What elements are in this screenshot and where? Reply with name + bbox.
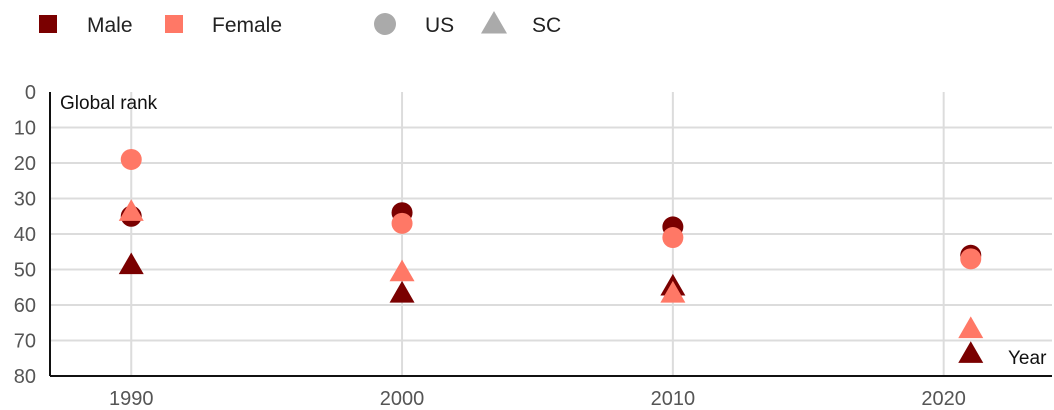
point-male-sc-2000 xyxy=(389,280,415,303)
y-tick-label: 40 xyxy=(14,224,36,246)
legend-label: Female xyxy=(212,14,282,37)
point-female-us-2000 xyxy=(391,212,413,234)
y-axis-title: Global rank xyxy=(60,93,158,114)
y-tick-label: 60 xyxy=(14,295,36,317)
y-tick-label: 10 xyxy=(14,118,36,140)
legend-triangle-icon xyxy=(481,11,507,34)
y-tick-label: 0 xyxy=(25,82,36,104)
point-female-us-1990 xyxy=(120,148,142,170)
gridlines xyxy=(50,92,1052,377)
legend-label: SC xyxy=(532,14,561,37)
axes xyxy=(49,92,1052,377)
legend-swatch-female xyxy=(165,15,183,33)
x-axis-title: Year xyxy=(1008,348,1047,369)
legend-swatch-male xyxy=(39,15,57,33)
x-tick-label: 2010 xyxy=(651,388,696,410)
x-tick-label: 1990 xyxy=(109,388,154,410)
y-tick-label: 80 xyxy=(14,366,36,388)
point-female-us-2010 xyxy=(662,227,684,249)
axis-titles: Global rank Year xyxy=(60,93,1047,369)
point-male-sc-2021 xyxy=(958,341,984,363)
y-tick-label: 70 xyxy=(14,331,36,353)
tick-labels: 0 10 20 30 40 50 60 70 80 1990 2000 2010 2020 xyxy=(14,82,966,410)
data-points xyxy=(118,148,984,363)
legend-label: US xyxy=(425,14,454,37)
point-female-sc-2010 xyxy=(660,280,686,303)
point-female-sc-1990 xyxy=(118,199,144,221)
point-male-sc-1990 xyxy=(118,252,144,275)
point-female-sc-2021 xyxy=(958,316,984,339)
x-tick-label: 2020 xyxy=(921,388,966,410)
y-tick-label: 20 xyxy=(14,153,36,175)
y-tick-label: 50 xyxy=(14,260,36,282)
x-tick-label: 2000 xyxy=(380,388,425,410)
point-female-sc-2000 xyxy=(389,259,415,282)
y-tick-label: 30 xyxy=(14,189,36,211)
legend: Male Female US SC xyxy=(39,11,561,37)
point-female-us-2021 xyxy=(960,248,982,270)
legend-label: Male xyxy=(87,14,133,37)
legend-circle-icon xyxy=(374,13,396,35)
